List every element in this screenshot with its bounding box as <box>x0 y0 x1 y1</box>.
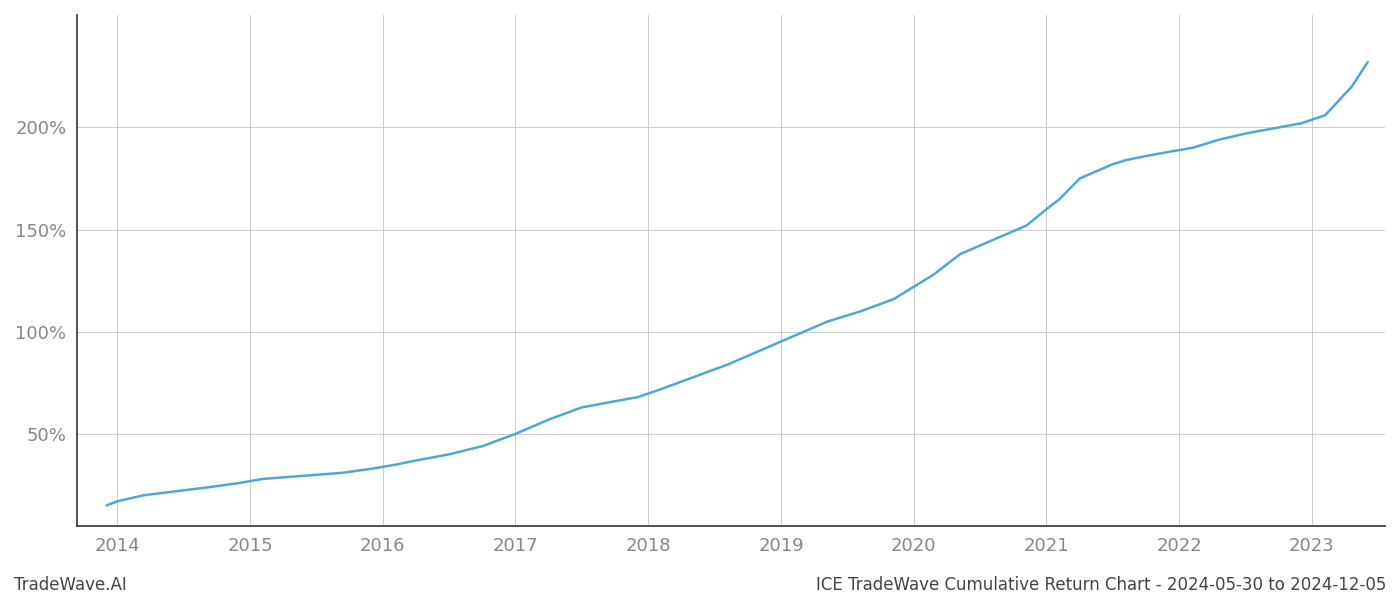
Text: TradeWave.AI: TradeWave.AI <box>14 576 127 594</box>
Text: ICE TradeWave Cumulative Return Chart - 2024-05-30 to 2024-12-05: ICE TradeWave Cumulative Return Chart - … <box>816 576 1386 594</box>
